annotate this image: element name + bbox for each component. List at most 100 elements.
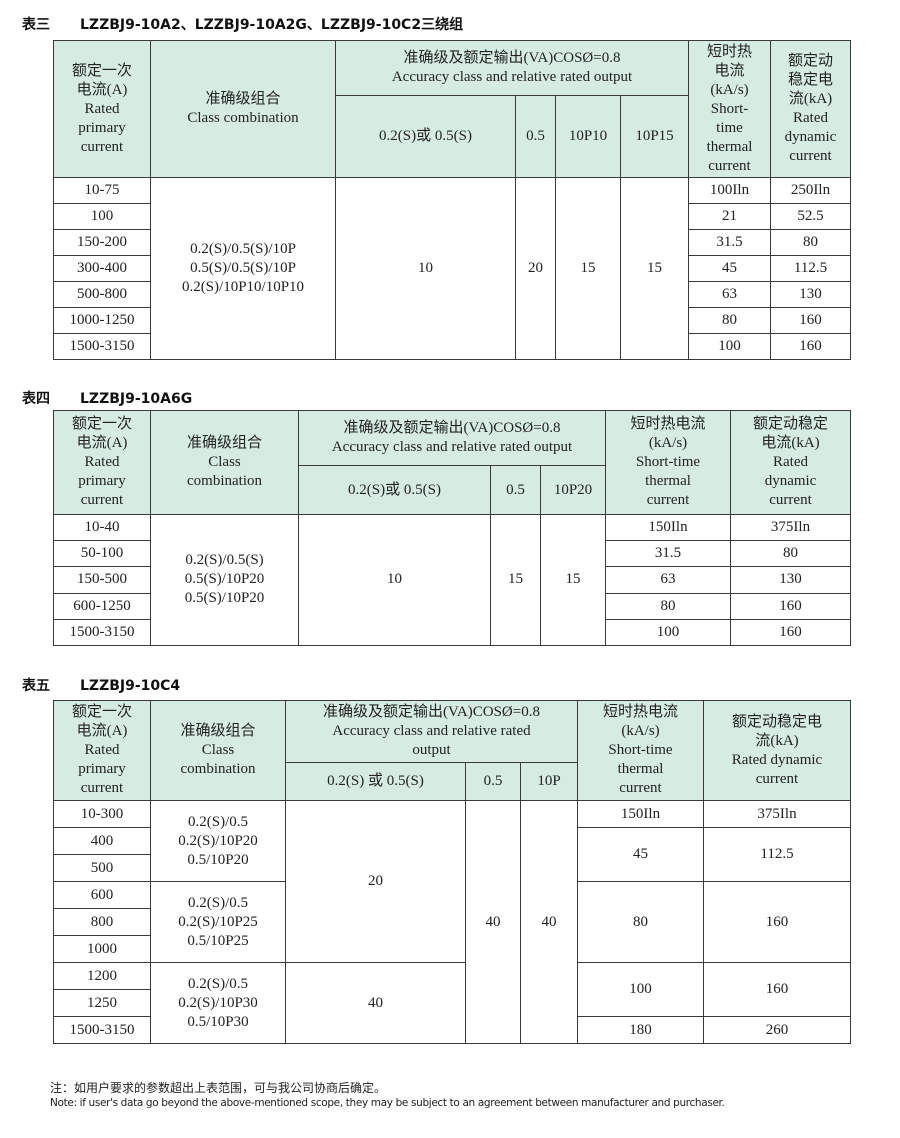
header-row: 额定一次 电流(A) Rated primary current 准确级组合 Cl… <box>53 700 851 801</box>
table-row: 100 21 52.5 <box>53 203 851 230</box>
table-cell: 100 <box>53 203 151 230</box>
header-cell: 0.2(S) 或 0.5(S) <box>285 762 466 801</box>
table-cell: 150-500 <box>53 566 151 594</box>
table-cell: 130 <box>770 281 851 308</box>
table-cell: 400 <box>53 827 151 855</box>
table-title: 表三 LZZBJ9-10A2、LZZBJ9-10A2G、LZZBJ9-10C2三绕… <box>22 14 463 34</box>
header-cell: 准确级组合 Class combination <box>150 410 299 515</box>
header-cell: 准确级组合 Class combination <box>150 40 336 178</box>
table-cell: 63 <box>605 566 732 594</box>
table-model: LZZBJ9-10A2、LZZBJ9-10A2G、LZZBJ9-10C2三绕组 <box>80 17 464 33</box>
spec-table: 额定一次 电流(A) Rated primary current 准确级组合 Cl… <box>53 410 852 646</box>
table-cell: 15 <box>490 514 541 646</box>
table-cell: 40 <box>520 800 578 1044</box>
table-cell: 10 <box>335 177 516 360</box>
table-cell: 15 <box>555 177 621 360</box>
table-cell: 52.5 <box>770 203 851 230</box>
header-cell: 0.2(S)或 0.5(S) <box>298 465 491 515</box>
header-cell: 额定动稳定电 流(kA) Rated dynamic current <box>703 700 851 801</box>
table-cell: 1500-3150 <box>53 333 151 360</box>
table-cell: 80 <box>770 229 851 256</box>
header-cell: 0.5 <box>465 762 521 801</box>
header-cell: 额定动 稳定电 流(kA) Rated dynamic current <box>770 40 851 178</box>
table-cell: 40 <box>465 800 521 1044</box>
table-cell: 31.5 <box>605 540 732 568</box>
table-cell: 1000 <box>53 935 151 963</box>
table-cell: 0.2(S)/0.5(S)/10P 0.5(S)/0.5(S)/10P 0.2(… <box>150 177 336 360</box>
table-cell: 80 <box>577 881 704 963</box>
table-cell: 10-75 <box>53 177 151 204</box>
table-label: 表三 <box>22 17 50 33</box>
table-row: 1250 <box>53 989 851 1017</box>
table-cell: 63 <box>688 281 771 308</box>
table-model: LZZBJ9-10C4 <box>80 678 181 694</box>
header-cell: 10P10 <box>555 95 621 178</box>
table-cell: 160 <box>730 592 852 620</box>
table-cell: 80 <box>688 307 771 334</box>
table-cell: 250Iln <box>770 177 851 204</box>
note-chinese: 注：如用户要求的参数超出上表范围，可与我公司协商后确定。 <box>50 1081 387 1095</box>
table-model: LZZBJ9-10A6G <box>80 391 193 407</box>
table-row: 10-40 0.2(S)/0.5(S) 0.5(S)/10P20 0.5(S)/1… <box>53 513 852 646</box>
table-cell: 100Iln <box>688 177 771 204</box>
table-row: 1500-3150 180 260 <box>53 1016 851 1044</box>
header-row: 0.2(S) 或 0.5(S) 0.5 10P <box>54 762 851 801</box>
table-cell: 1500-3150 <box>53 1016 151 1044</box>
table-cell: 80 <box>730 540 852 568</box>
table-cell: 45 <box>688 255 771 282</box>
table-cell: 15 <box>620 177 689 360</box>
table-cell: 0.2(S)/0.5 0.2(S)/10P20 0.5/10P20 <box>150 800 286 882</box>
table-cell: 150Iln <box>605 513 732 542</box>
table-cell: 150Iln <box>577 800 704 828</box>
table-cell: 100 <box>577 962 704 1017</box>
table-cell: 0.2(S)/0.5(S) 0.5(S)/10P20 0.5(S)/10P20 <box>150 514 299 646</box>
table-cell: 40 <box>285 962 466 1044</box>
header-cell: 短时热电流 (kA/s) Short-time thermal current <box>577 700 704 801</box>
table-cell: 300-400 <box>53 255 151 282</box>
table-title: 表五 LZZBJ9-10C4 <box>22 675 180 695</box>
table-label: 表五 <box>22 678 50 694</box>
table-cell: 15 <box>539 514 607 646</box>
table-cell: 10-40 <box>53 513 151 542</box>
table-row: 1000-1250 80 160 <box>53 307 851 334</box>
header-row: 0.2(S)或 0.5(S) 0.5 10P20 <box>54 465 851 515</box>
header-cell: 10P15 <box>620 95 689 178</box>
header-cell: 准确级组合 Class combination <box>150 700 286 801</box>
table-row: 800 <box>53 908 851 936</box>
header-cell: 短时热 电流 (kA/s) Short- time thermal curren… <box>688 40 771 178</box>
table-cell: 20 <box>515 177 556 360</box>
header-cell: 准确级及额定输出(VA)COSØ=0.8 Accuracy class and … <box>335 40 689 96</box>
table-cell: 10 <box>298 514 491 646</box>
table-cell: 260 <box>703 1016 851 1044</box>
table-row: 600-1250 80 160 <box>53 592 852 620</box>
table-cell: 160 <box>770 307 851 334</box>
table-cell: 0.2(S)/0.5 0.2(S)/10P30 0.5/10P30 <box>150 962 286 1044</box>
table-cell: 45 <box>577 827 704 882</box>
note-english: Note: if user's data go beyond the above… <box>50 1097 725 1109</box>
table-cell: 160 <box>703 962 851 1017</box>
table-cell: 112.5 <box>770 255 851 282</box>
table-cell: 500 <box>53 854 151 882</box>
header-row: 额定一次 电流(A) Rated primary current 准确级组合 Cl… <box>53 40 851 178</box>
header-cell: 0.5 <box>490 465 541 515</box>
table-cell: 600-1250 <box>53 592 151 620</box>
header-cell: 额定一次 电流(A) Rated primary current <box>53 700 151 801</box>
header-cell: 10P <box>520 762 578 801</box>
table-row: 500-800 63 130 <box>53 281 851 308</box>
table-cell: 1250 <box>53 989 151 1017</box>
table-cell: 21 <box>688 203 771 230</box>
header-cell: 额定动稳定 电流(kA) Rated dynamic current <box>730 410 852 515</box>
table-cell: 1500-3150 <box>53 618 151 646</box>
header-cell: 额定一次 电流(A) Rated primary current <box>53 40 151 178</box>
table-row: 10-300 0.2(S)/0.5 0.2(S)/10P20 0.5/10P20 2… <box>53 800 851 1044</box>
table-row: 150-200 31.5 80 <box>53 229 851 256</box>
table-cell: 112.5 <box>703 827 851 882</box>
table-cell: 100 <box>688 333 771 360</box>
header-cell: 10P20 <box>539 465 607 515</box>
table-row: 1000 <box>53 935 851 963</box>
table-row: 1500-3150 100 160 <box>53 333 851 360</box>
table-cell: 80 <box>605 592 732 620</box>
table-cell: 150-200 <box>53 229 151 256</box>
table-title: 表四 LZZBJ9-10A6G <box>22 388 192 408</box>
table-cell: 50-100 <box>53 540 151 568</box>
